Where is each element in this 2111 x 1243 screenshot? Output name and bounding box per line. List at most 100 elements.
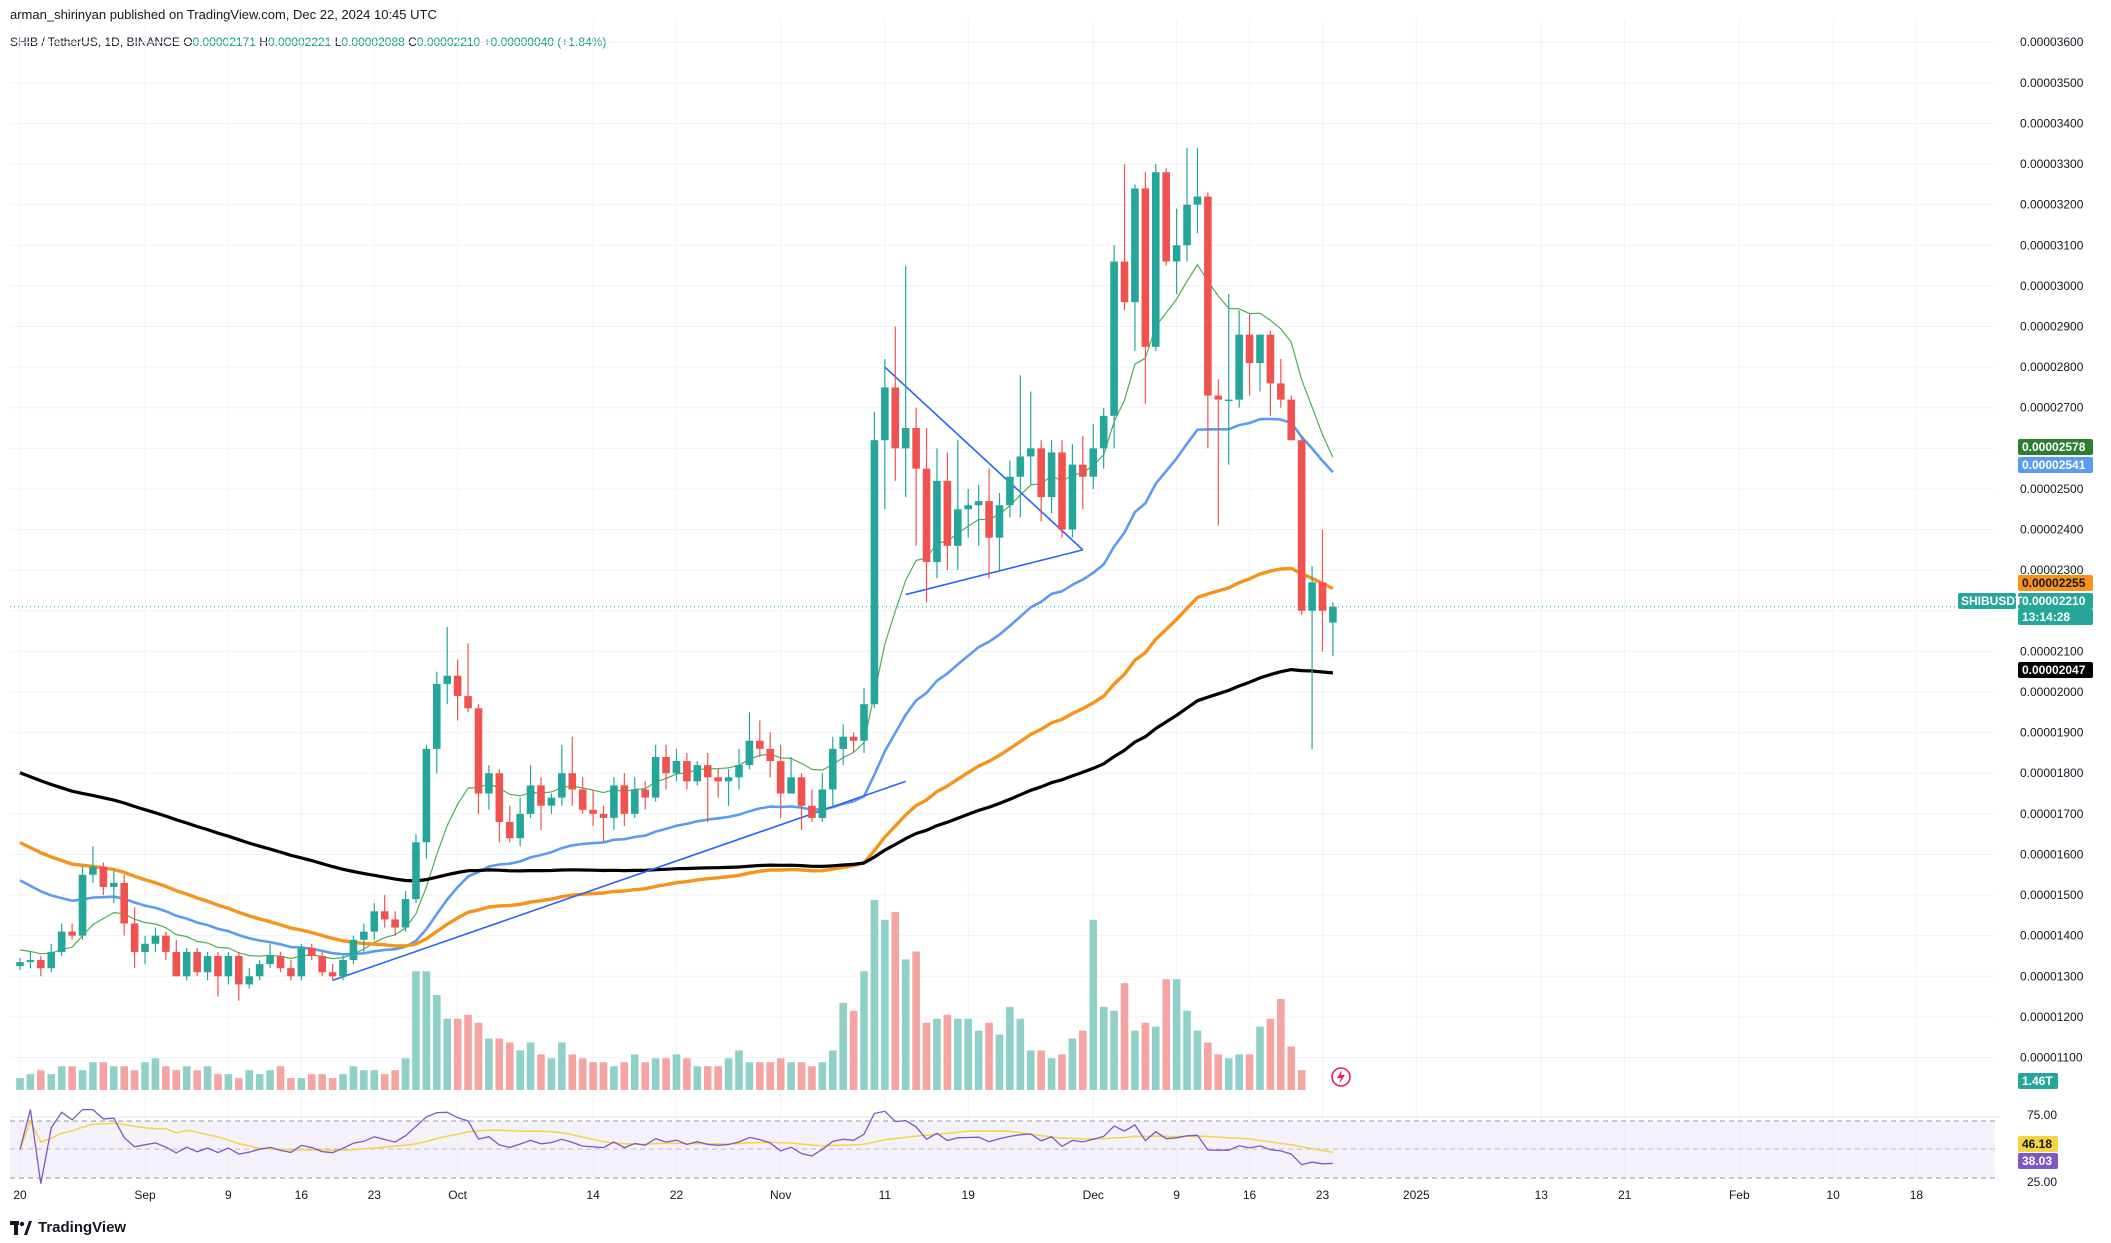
price-tag-text: 0.00002047	[2022, 663, 2086, 677]
candle-body	[443, 675, 452, 684]
candle-body	[672, 761, 681, 774]
candle-body	[1047, 452, 1056, 498]
y-tick-label: 0.00001100	[2020, 1051, 2083, 1065]
candle-body	[380, 911, 389, 920]
y-tick-label: 0.00002000	[2020, 685, 2084, 699]
ema-mid-line	[19, 417, 1334, 956]
volume-bar	[57, 1066, 66, 1090]
volume-bar	[558, 1042, 566, 1090]
volume-bar	[287, 1078, 295, 1090]
x-tick-label: Dec	[1083, 1188, 1104, 1202]
volume-bar	[766, 1062, 775, 1090]
candle-body	[433, 683, 441, 749]
x-tick-label: 13	[1535, 1188, 1549, 1202]
candle-body	[1235, 334, 1243, 400]
volume-tag-bg	[2018, 1073, 2058, 1089]
volume-bar	[297, 1078, 306, 1090]
candle-body	[578, 789, 587, 810]
trendlines	[332, 366, 1084, 982]
volume-bar	[1068, 1038, 1077, 1090]
tradingview-brand[interactable]: TradingView	[10, 1219, 126, 1236]
volume-bar	[464, 1014, 472, 1090]
y-tick-label: 0.00001700	[2020, 807, 2084, 821]
y-tick-label: 0.00002900	[2020, 320, 2084, 334]
x-tick-label: 23	[1316, 1188, 1330, 1202]
rsi-ma-tag-text: 46.18	[2022, 1137, 2052, 1151]
volume-bar	[568, 1054, 577, 1090]
price-tag-bg	[2018, 575, 2093, 591]
candle-body	[453, 675, 462, 697]
rsi-level-upper-label: 75.00	[2027, 1108, 2057, 1122]
volume-bars	[16, 900, 1306, 1090]
candle-body	[724, 777, 733, 782]
volume-bar	[318, 1074, 326, 1090]
time-axis: 20 Sep 9 16 23 Oct 14 22 Nov 11 19 Dec 9 16 23 2025 13 21…	[13, 1188, 1923, 1202]
price-tag-text: 13:14:28	[2022, 610, 2070, 624]
volume-bar	[1037, 1050, 1045, 1090]
volume-bar	[370, 1070, 379, 1090]
volume-bar	[1266, 1018, 1275, 1090]
candle-body	[464, 696, 472, 709]
x-tick-label: 11	[879, 1188, 892, 1202]
y-tick-label: 0.00002300	[2020, 563, 2084, 577]
volume-bar	[276, 1066, 285, 1090]
candle-body	[943, 480, 952, 546]
candle-body	[182, 951, 191, 977]
symbol-tag-text: SHIBUSDT	[1961, 594, 2023, 608]
candle-body	[391, 919, 399, 928]
volume-bar	[307, 1074, 316, 1090]
x-tick-label: Feb	[1729, 1188, 1750, 1202]
volume-bar	[47, 1074, 56, 1090]
y-tick-label: 0.00003400	[2020, 116, 2084, 130]
x-tick-label: Sep	[134, 1188, 156, 1202]
y-tick-label: 0.00002100	[2020, 644, 2084, 658]
volume-bar	[1214, 1054, 1223, 1090]
lightning-icon[interactable]	[1331, 1067, 1351, 1087]
volume-bar	[1058, 1054, 1066, 1090]
rsi-ma-line	[19, 1119, 1334, 1154]
volume-bar	[954, 1018, 962, 1090]
candle-body	[651, 756, 660, 798]
volume-bar	[724, 1058, 733, 1090]
volume-bar	[485, 1038, 493, 1090]
volume-bar	[641, 1062, 649, 1090]
price-tag-text: 0.00002541	[2022, 458, 2086, 472]
candle-body	[849, 736, 858, 741]
volume-bar	[130, 1070, 139, 1090]
volume-bar	[1224, 1058, 1233, 1090]
volume-bar	[1110, 1010, 1118, 1090]
candle-body	[99, 866, 108, 887]
volume-bar	[912, 951, 920, 1090]
rsi-tag-text: 38.03	[2022, 1154, 2052, 1168]
candle-body	[693, 765, 702, 782]
candle-body	[203, 955, 212, 973]
price-tag-bg	[2018, 439, 2093, 455]
candles	[16, 147, 1337, 1001]
candle-body	[360, 931, 368, 940]
candle-body	[1318, 582, 1327, 611]
candle-body	[172, 951, 181, 977]
candle-body	[620, 785, 629, 814]
brand-label: TradingView	[38, 1219, 127, 1236]
candle-body	[922, 468, 931, 563]
x-tick-label: 9	[225, 1188, 232, 1202]
x-tick-label: 16	[1243, 1188, 1257, 1202]
volume-bar	[453, 1018, 462, 1090]
candle-body	[47, 951, 56, 969]
volume-bar	[651, 1058, 660, 1090]
x-tick-label: 9	[1173, 1188, 1180, 1202]
volume-bar	[1131, 1030, 1139, 1090]
rsi-ma-tag: 46.18	[2018, 1136, 2058, 1152]
x-tick-label: Nov	[770, 1188, 791, 1202]
volume-bar	[1141, 1022, 1150, 1090]
volume-bar	[109, 1066, 118, 1090]
y-tick-label: 0.00002500	[2020, 482, 2084, 496]
volume-bar	[1162, 979, 1170, 1090]
x-tick-label: 22	[670, 1188, 684, 1202]
y-tick-label: 0.00001500	[2020, 888, 2084, 902]
ema-slow-line	[19, 566, 1334, 948]
candle-body	[339, 960, 347, 977]
y-tick-label: 0.00001300	[2020, 969, 2084, 983]
candle-body	[839, 736, 847, 749]
